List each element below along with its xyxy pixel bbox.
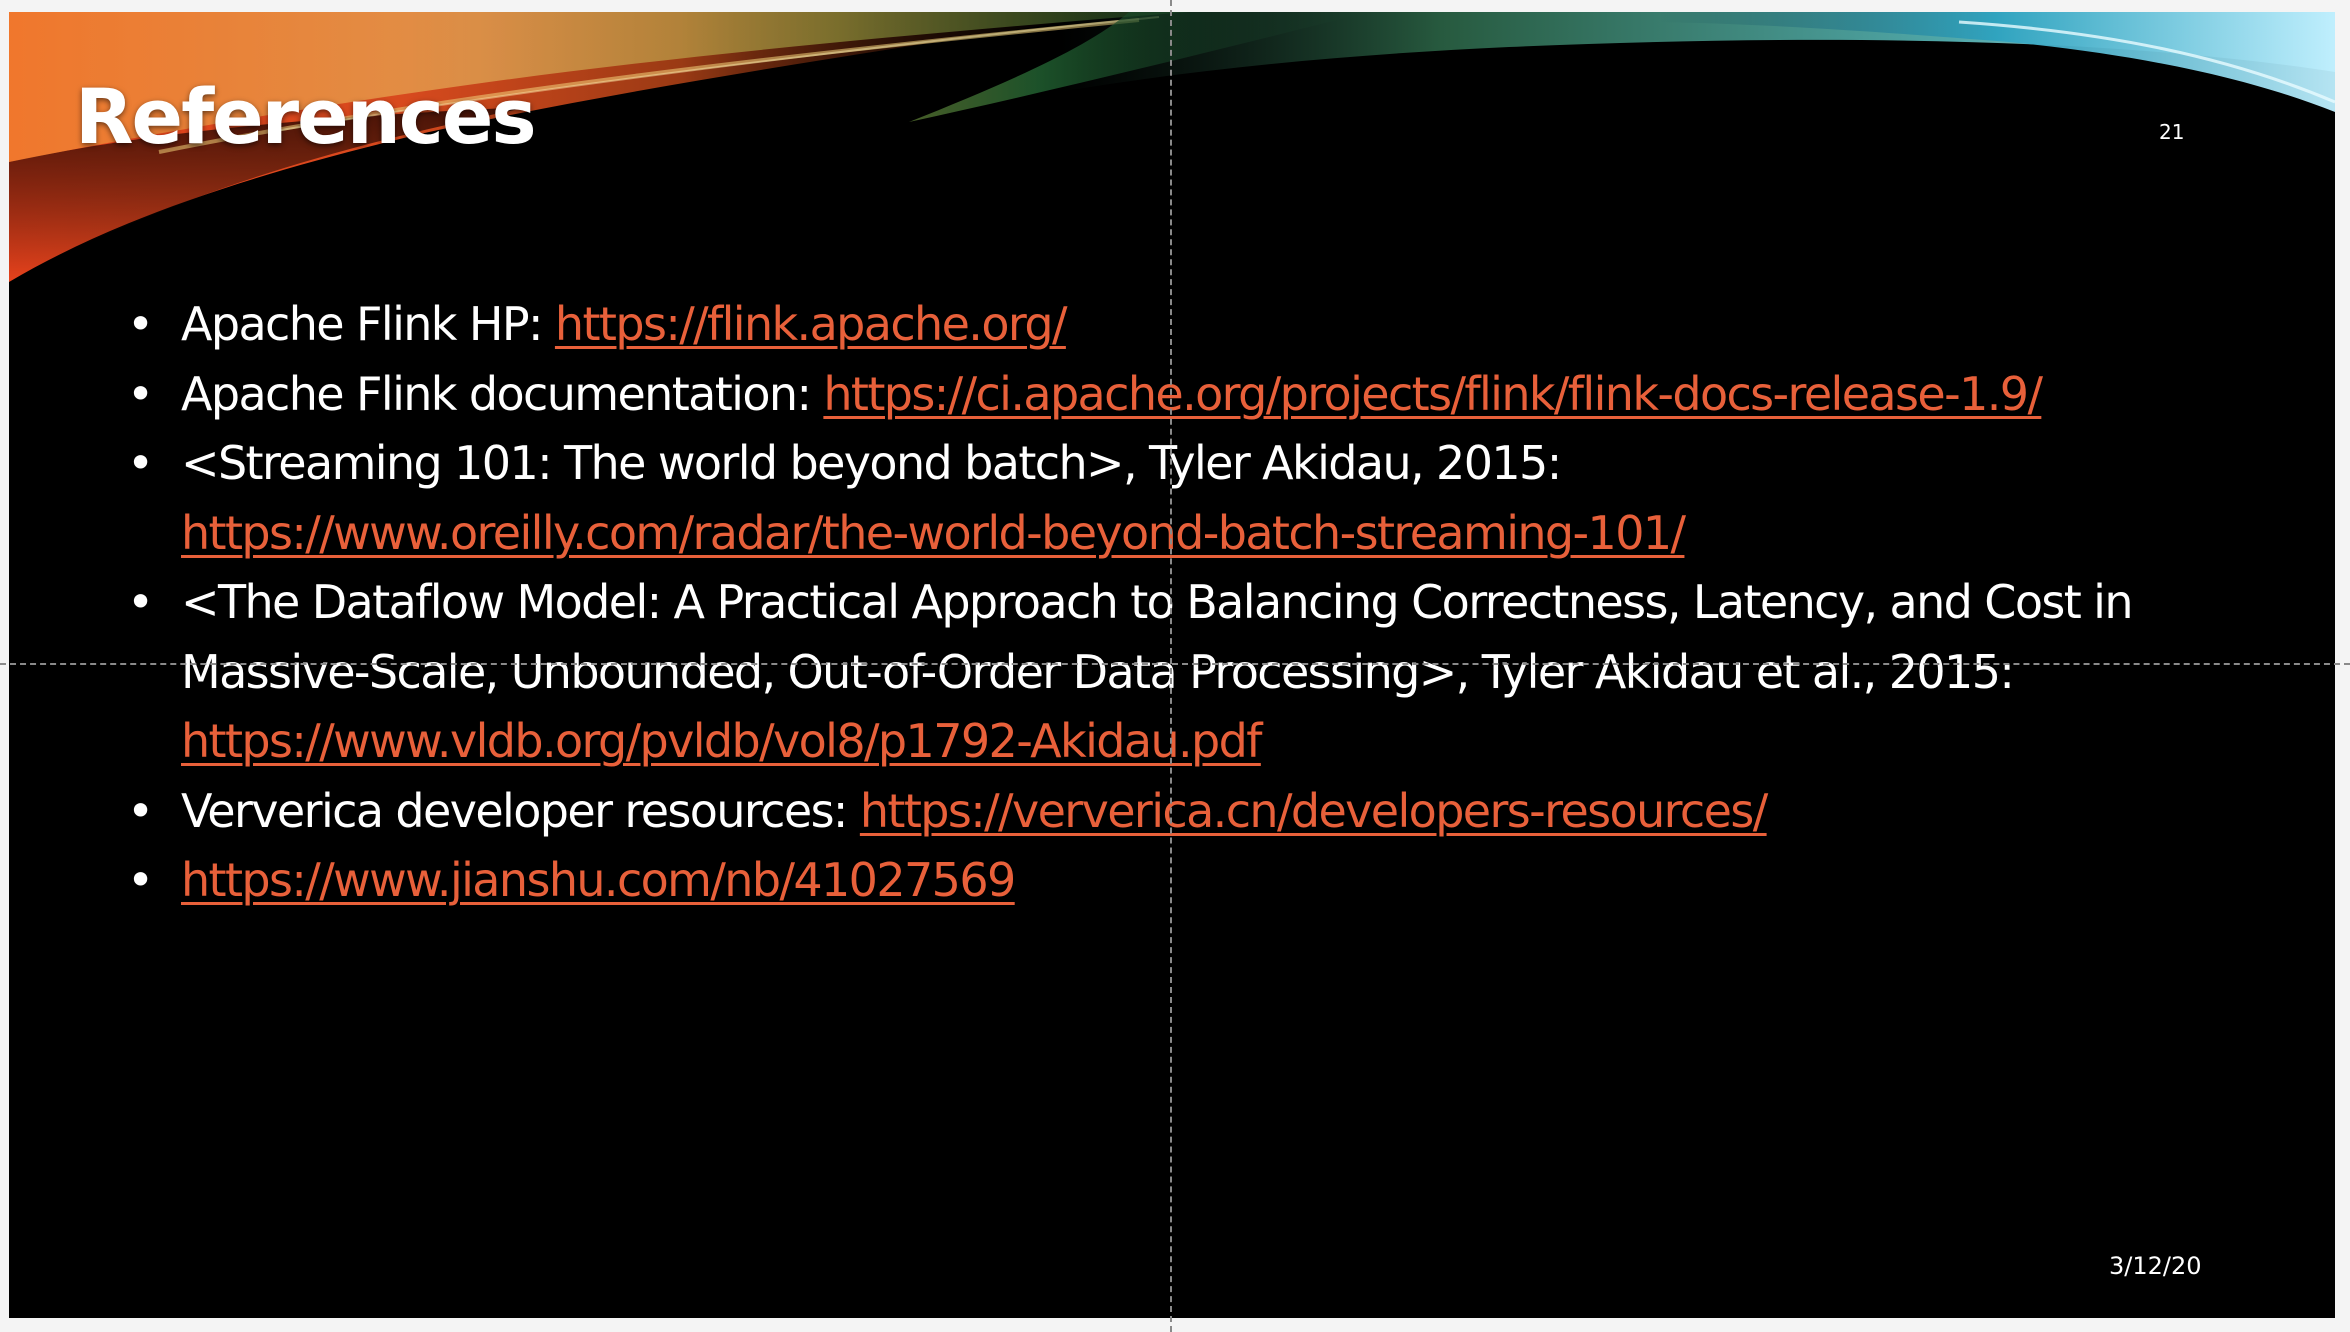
reference-link[interactable]: https://www.vldb.org/pvldb/vol8/p1792-Ak…	[181, 714, 1262, 768]
bullet-icon: •	[127, 366, 154, 421]
list-item: • Apache Flink documentation: https://ci…	[112, 360, 2172, 430]
reference-text: Ververica developer resources:	[181, 783, 860, 838]
reference-text: <Streaming 101: The world beyond batch>,…	[181, 436, 1562, 490]
slide-title: References	[75, 72, 537, 161]
bullet-icon: •	[127, 436, 154, 490]
list-item: • Apache Flink HP: https://flink.apache.…	[112, 290, 2172, 360]
vertical-guide-line	[1170, 0, 1172, 1332]
list-item: • <The Dataflow Model: A Practical Appro…	[112, 568, 2172, 777]
list-item: • https://www.jianshu.com/nb/41027569	[112, 846, 2172, 916]
reference-text: Apache Flink documentation:	[181, 366, 824, 421]
list-item: • Ververica developer resources: https:/…	[112, 777, 2172, 847]
bullet-icon: •	[127, 853, 154, 907]
horizontal-guide-line	[0, 663, 2350, 665]
slide: References 21 • Apache Flink HP: https:/…	[9, 12, 2335, 1318]
reference-link[interactable]: https://www.jianshu.com/nb/41027569	[181, 853, 1016, 907]
reference-link[interactable]: https://ci.apache.org/projects/flink/fli…	[823, 366, 2043, 421]
reference-link[interactable]: https://www.oreilly.com/radar/the-world-…	[181, 505, 1686, 560]
decorative-wave-banner	[9, 12, 2335, 282]
bullet-icon: •	[127, 297, 154, 351]
references-list: • Apache Flink HP: https://flink.apache.…	[112, 290, 2172, 916]
list-item: • <Streaming 101: The world beyond batch…	[112, 429, 2172, 568]
slide-number: 21	[2159, 120, 2185, 144]
reference-link[interactable]: https://ververica.cn/developers-resource…	[859, 783, 1768, 838]
slide-date: 3/12/20	[2109, 1252, 2202, 1280]
reference-text: Apache Flink HP:	[181, 297, 555, 351]
bullet-icon: •	[127, 783, 154, 838]
reference-link[interactable]: https://flink.apache.org/	[554, 297, 1068, 351]
reference-text: <The Dataflow Model: A Practical Approac…	[181, 575, 2134, 699]
bullet-icon: •	[127, 575, 154, 629]
